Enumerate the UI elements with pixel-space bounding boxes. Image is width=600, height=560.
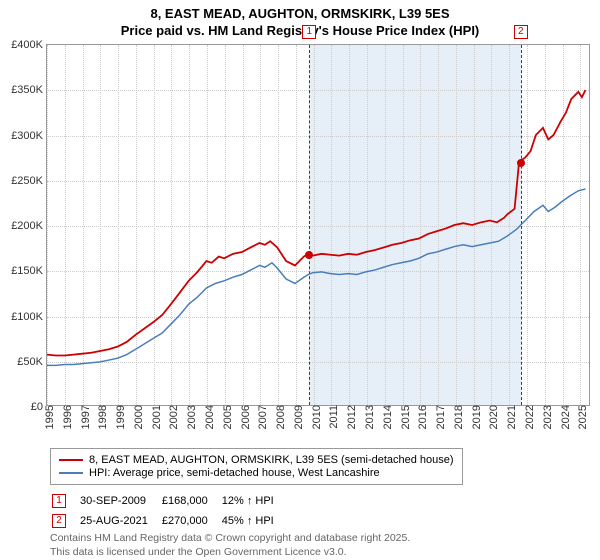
x-tick-label: 2023 (536, 405, 554, 429)
x-tick-label: 2017 (429, 405, 447, 429)
y-tick-label: £400K (11, 39, 47, 51)
legend-label: 8, EAST MEAD, AUGHTON, ORMSKIRK, L39 5ES… (89, 454, 454, 466)
x-tick-label: 2021 (500, 405, 518, 429)
plot-area: 1995199619971998199920002001200220032004… (46, 44, 590, 406)
y-tick-label: £150K (11, 265, 47, 277)
x-tick-label: 2001 (145, 405, 163, 429)
x-tick-label: 2010 (305, 405, 323, 429)
y-tick-label: £200K (11, 220, 47, 232)
y-tick-label: £0 (31, 401, 47, 413)
x-tick-label: 2025 (571, 405, 589, 429)
title-line1: 8, EAST MEAD, AUGHTON, ORMSKIRK, L39 5ES (0, 6, 600, 23)
event-date: 25-AUG-2021 (80, 512, 160, 530)
events-table: 1 30-SEP-2009£168,00012% ↑ HPI 2 25-AUG-202… (50, 490, 288, 532)
x-tick-label: 2016 (411, 405, 429, 429)
x-tick-label: 2013 (358, 405, 376, 429)
event-marker-box: 2 (52, 514, 66, 528)
legend: 8, EAST MEAD, AUGHTON, ORMSKIRK, L39 5ES… (50, 448, 463, 485)
x-tick-label: 1997 (74, 405, 92, 429)
x-tick-label: 2000 (127, 405, 145, 429)
x-tick-label: 2020 (482, 405, 500, 429)
x-tick-label: 1999 (109, 405, 127, 429)
y-tick-label: £250K (11, 175, 47, 187)
event-delta: 12% ↑ HPI (222, 492, 286, 510)
footer-line2: This data is licensed under the Open Gov… (50, 546, 410, 560)
x-tick-label: 2005 (216, 405, 234, 429)
x-tick-label: 2007 (251, 405, 269, 429)
x-tick-label: 2008 (269, 405, 287, 429)
x-tick-label: 2018 (447, 405, 465, 429)
x-tick-label: 2012 (340, 405, 358, 429)
x-tick-label: 2011 (322, 405, 340, 429)
series-hpi (47, 189, 585, 365)
y-tick-label: £100K (11, 311, 47, 323)
marker-label: 1 (302, 25, 316, 39)
x-tick-label: 2024 (554, 405, 572, 429)
x-tick-label: 2006 (234, 405, 252, 429)
event-row: 2 25-AUG-2021£270,00045% ↑ HPI (52, 512, 286, 530)
legend-row: 8, EAST MEAD, AUGHTON, ORMSKIRK, L39 5ES… (59, 454, 454, 466)
x-tick-label: 2004 (198, 405, 216, 429)
y-tick-label: £50K (17, 356, 47, 368)
event-marker-box: 1 (52, 494, 66, 508)
x-tick-label: 1996 (56, 405, 74, 429)
y-tick-label: £350K (11, 84, 47, 96)
x-tick-label: 2009 (287, 405, 305, 429)
title-line2: Price paid vs. HM Land Registry's House … (0, 23, 600, 40)
x-tick-label: 2019 (465, 405, 483, 429)
x-tick-label: 2022 (518, 405, 536, 429)
event-delta: 45% ↑ HPI (222, 512, 286, 530)
series-price-paid (47, 90, 585, 355)
event-date: 30-SEP-2009 (80, 492, 160, 510)
x-tick-label: 2014 (376, 405, 394, 429)
legend-row: HPI: Average price, semi-detached house,… (59, 467, 454, 479)
legend-swatch (59, 472, 83, 474)
legend-label: HPI: Average price, semi-detached house,… (89, 467, 380, 479)
x-tick-label: 1998 (91, 405, 109, 429)
y-tick-label: £300K (11, 130, 47, 142)
legend-swatch (59, 459, 83, 461)
chart-title: 8, EAST MEAD, AUGHTON, ORMSKIRK, L39 5ES… (0, 0, 600, 40)
footer-note: Contains HM Land Registry data © Crown c… (50, 532, 410, 559)
x-tick-label: 2003 (180, 405, 198, 429)
event-price: £270,000 (162, 512, 220, 530)
marker-label: 2 (514, 25, 528, 39)
series-svg (47, 45, 589, 405)
x-tick-label: 2015 (394, 405, 412, 429)
footer-line1: Contains HM Land Registry data © Crown c… (50, 532, 410, 546)
x-tick-label: 2002 (162, 405, 180, 429)
event-row: 1 30-SEP-2009£168,00012% ↑ HPI (52, 492, 286, 510)
event-price: £168,000 (162, 492, 220, 510)
